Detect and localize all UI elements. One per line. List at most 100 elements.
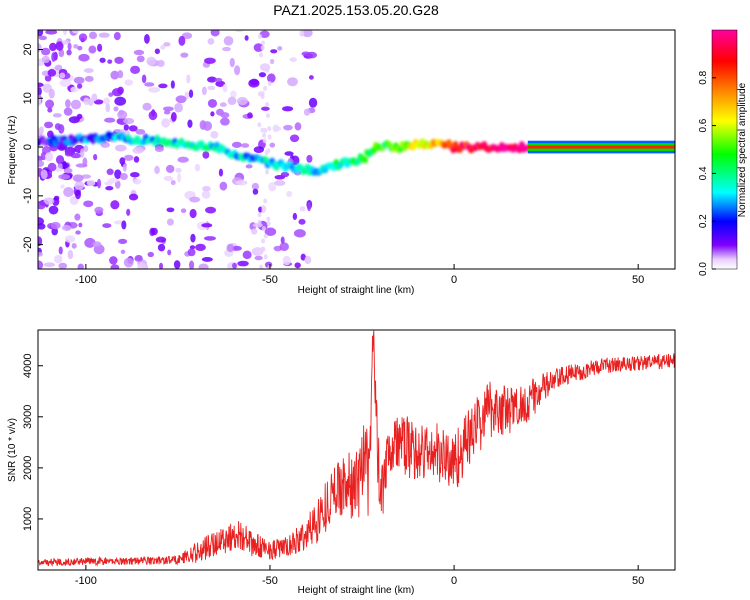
spectrogram-x-ticks: -100 -50 0 50 [75,264,644,286]
noise-blob [252,222,263,228]
noise-blob [70,99,82,110]
noise-blob [146,56,157,66]
noise-blob [141,74,147,84]
noise-blob [257,122,262,128]
noise-blob [52,113,62,118]
noise-blob [263,127,268,133]
noise-blob [63,168,73,174]
noise-blob [234,30,244,33]
noise-blob [38,251,44,257]
noise-blob [202,151,210,159]
noise-blob [251,247,264,256]
noise-blob [267,73,276,83]
noise-blob [237,260,249,267]
noise-blob [269,58,275,65]
noise-blob [158,83,168,89]
noise-blob [47,162,57,172]
noise-blob [274,180,286,186]
noise-blob [38,200,46,210]
noise-blob [188,89,194,98]
noise-blob [43,262,56,267]
noise-blob [133,156,140,163]
noise-blob [136,55,145,63]
noise-blob [77,263,84,269]
noise-blob [38,82,44,88]
noise-blob [160,44,166,50]
noise-blob [308,97,318,108]
snr-marks [38,330,675,567]
noise-blob [49,42,57,52]
noise-blob [103,97,111,105]
noise-blob [180,52,189,58]
noise-blob [38,223,46,230]
noise-blob [105,103,111,113]
noise-blob [154,146,165,153]
colorbar-tick-label: 0.8 [698,70,709,84]
snr-y-ticks: 1000 2000 3000 4000 [22,354,43,531]
noise-blob [71,242,77,249]
noise-blob [104,181,113,186]
noise-blob [48,88,55,99]
noise-blob [44,152,54,162]
noise-blob [236,96,248,106]
noise-blob [110,200,120,210]
noise-blob [204,57,216,64]
noise-blob [242,250,252,260]
noise-blob [137,262,147,269]
noise-blob [263,198,268,204]
snr-x-ticks: -100 -50 0 50 [75,565,644,587]
y-tick-label: 10 [22,92,34,104]
noise-blob [306,154,313,163]
noise-blob [187,119,193,128]
noise-blob [38,30,44,37]
noise-blob [114,169,122,180]
noise-blob [210,30,220,37]
noise-blob [265,102,270,108]
spectrogram-y-ticks: 20 10 0 -10 -20 [22,43,43,253]
noise-blob [189,196,201,203]
noise-blob [86,179,96,187]
noise-blob [80,148,85,158]
noise-blob [264,227,277,237]
noise-blob [135,128,146,135]
noise-blob [201,257,213,262]
noise-blob [121,220,127,230]
noise-blob [38,35,47,41]
noise-blob [78,222,83,228]
noise-blob [73,44,79,49]
noise-blob [207,76,217,83]
noise-blob [155,236,167,243]
noise-blob [189,260,195,269]
noise-blob [219,181,228,191]
noise-blob [157,243,166,252]
noise-blob [298,218,306,225]
noise-blob [286,190,293,198]
noise-blob [67,42,72,51]
noise-blob [150,227,158,236]
noise-blob [40,169,48,180]
noise-blob [294,122,302,131]
noise-blob [99,57,106,63]
noise-blob [257,212,262,218]
noise-blob [232,262,237,269]
noise-blob [227,96,237,106]
noise-blob [77,45,83,51]
noise-blob [63,187,74,197]
noise-blob [174,102,183,113]
noise-blob [54,64,63,71]
noise-blob [70,86,79,93]
noise-blob [247,112,253,119]
noise-blob [241,143,250,148]
noise-blob [283,124,293,131]
noise-blob [38,87,42,96]
noise-blob [261,204,266,210]
noise-blob [76,113,83,120]
noise-blob [260,127,265,133]
noise-blob [260,91,265,97]
noise-blob [253,43,264,52]
noise-blob [73,76,85,84]
noise-blob [132,147,144,154]
noise-blob [175,95,187,104]
spectrogram-x-label: Height of straight line (km) [298,285,415,296]
noise-blob [161,118,170,128]
